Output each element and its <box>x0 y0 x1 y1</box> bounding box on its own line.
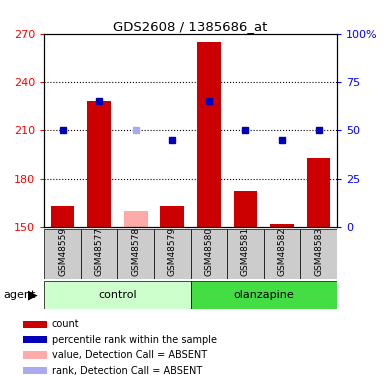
Text: GSM48578: GSM48578 <box>131 227 140 276</box>
Bar <box>264 229 300 279</box>
Text: value, Detection Call = ABSENT: value, Detection Call = ABSENT <box>52 350 207 360</box>
Bar <box>234 192 257 227</box>
Bar <box>191 229 227 279</box>
Text: GSM48559: GSM48559 <box>58 227 67 276</box>
Bar <box>23 351 47 359</box>
Text: percentile rank within the sample: percentile rank within the sample <box>52 335 217 345</box>
Text: GSM48582: GSM48582 <box>278 227 286 276</box>
Bar <box>197 42 221 227</box>
Bar <box>44 281 191 309</box>
Bar <box>117 229 154 279</box>
Text: GSM48577: GSM48577 <box>95 227 104 276</box>
Bar <box>307 158 330 227</box>
Bar <box>51 206 74 227</box>
Text: GSM48581: GSM48581 <box>241 227 250 276</box>
Bar <box>87 101 111 227</box>
Bar <box>154 229 191 279</box>
Bar <box>44 229 81 279</box>
Text: agent: agent <box>4 290 36 300</box>
Bar <box>81 229 117 279</box>
Bar <box>300 229 337 279</box>
Bar <box>270 224 294 227</box>
Bar <box>23 367 47 374</box>
Bar <box>23 336 47 344</box>
Text: GSM48579: GSM48579 <box>168 227 177 276</box>
Text: count: count <box>52 319 79 329</box>
Bar <box>161 206 184 227</box>
Text: GSM48583: GSM48583 <box>314 227 323 276</box>
Text: ▶: ▶ <box>28 289 37 302</box>
Bar <box>124 211 147 227</box>
Text: rank, Detection Call = ABSENT: rank, Detection Call = ABSENT <box>52 366 202 375</box>
Bar <box>23 321 47 328</box>
Title: GDS2608 / 1385686_at: GDS2608 / 1385686_at <box>114 20 268 33</box>
Text: GSM48580: GSM48580 <box>204 227 213 276</box>
Bar <box>227 229 264 279</box>
Text: control: control <box>98 290 137 300</box>
Text: olanzapine: olanzapine <box>233 290 294 300</box>
Bar <box>191 281 337 309</box>
